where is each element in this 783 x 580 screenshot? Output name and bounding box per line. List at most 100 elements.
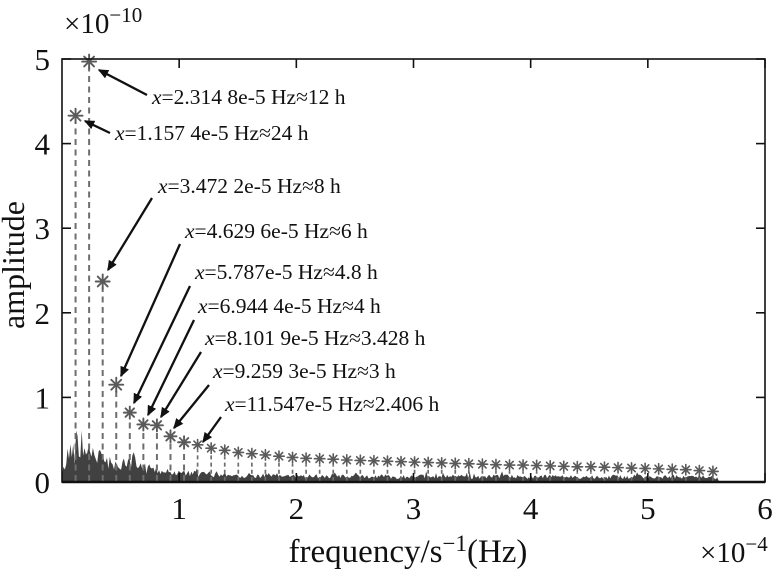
marker-ray [464,459,474,469]
y-axis-title: amplitude [0,201,31,329]
y-exponent-label: ×10−10 [64,3,142,40]
marker-ray [301,453,311,463]
peak-marker [598,461,611,474]
annotation-arrow [132,285,192,405]
annotation-label: x=5.787e-5 Hz≈4.8 h [194,260,378,284]
peak-marker [300,452,313,465]
annotation-arrow [119,243,182,378]
x-tick-label: 3 [406,491,422,526]
peak-marker [381,455,394,468]
marker-ray [382,456,392,466]
peak-marker [191,438,204,451]
marker-ray [423,458,433,468]
x-axis-title: frequency/s−1(Hz) [289,531,528,570]
peak-marker [639,462,652,475]
peak-marker [652,462,665,475]
peak-marker [530,459,543,472]
y-tick-label: 1 [35,380,51,415]
peak-marker [340,454,353,467]
annotation-arrow [107,197,153,272]
marker-ray [355,455,365,465]
peak-marker [706,465,719,478]
annotation-arrow [160,351,202,419]
x-tick-label: 2 [289,491,305,526]
marker-ray [69,109,82,122]
marker-ray [694,466,704,476]
peak-marker [327,453,340,466]
peak-marker [272,450,285,463]
marker-ray [708,466,718,476]
marker-ray [288,452,298,462]
peak-marker [449,457,462,470]
peak-marker [232,446,245,459]
axis-ticks [62,58,766,483]
annotation-label: x=2.314 8e-5 Hz≈12 h [151,85,346,109]
peak-marker [177,435,191,450]
peak-marker [245,447,258,460]
marker-ray [328,454,338,464]
x-tick-label: 6 [757,491,773,526]
y-tick-label: 3 [35,211,51,246]
peak-marker [205,442,218,455]
peak-marker [462,457,475,470]
x-tick-label: 5 [640,491,656,526]
peak-marker [584,460,597,473]
marker-ray [151,420,163,431]
marker-ray [450,458,460,468]
peak-marker [81,53,98,70]
peak-marker [422,456,435,469]
annotation-label: x=1.157 4e-5 Hz≈24 h [114,121,309,145]
annotation-label: x=3.472 2e-5 Hz≈8 h [157,174,341,198]
marker-ray [410,457,420,467]
stem-series [67,53,719,481]
marker-ray [206,443,216,453]
marker-ray [274,451,284,461]
marker-ray [342,455,352,465]
peak-marker [94,273,111,290]
x-tick-label: 4 [523,491,539,526]
marker-ray [559,461,569,471]
marker-ray [124,407,135,418]
annotation-arrow [202,416,222,444]
peak-marker [571,460,584,473]
marker-ray [193,440,203,450]
marker-ray [491,460,501,470]
annotation-label: x=11.547e-5 Hz≈2.406 h [224,392,439,416]
marker-ray [437,458,447,468]
marker-ray [586,462,596,472]
marker-ray [505,460,514,470]
peak-marker [136,417,151,432]
marker-ray [681,465,691,475]
marker-ray [396,457,406,467]
annotation-label: x=6.944 4e-5 Hz≈4 h [197,294,381,318]
marker-ray [572,462,582,472]
marker-ray [178,437,190,448]
noise-floor [62,430,721,482]
annotation-arrow [97,68,148,97]
marker-ray [369,456,379,466]
marker-ray [532,461,542,470]
annotation-arrow [173,384,210,430]
peak-marker [611,461,624,474]
peak-marker [395,455,408,468]
peak-marker [218,444,231,457]
marker-ray [96,275,109,288]
marker-ray [599,462,609,472]
marker-ray [518,460,528,470]
marker-ray [315,454,325,464]
peak-marker [286,451,299,464]
peak-marker [557,460,570,473]
peak-marker [163,429,178,444]
peak-marker [67,107,84,124]
peak-marker [625,462,638,475]
marker-ray [165,431,176,442]
annotation-label: x=4.629 6e-5 Hz≈6 h [184,219,368,243]
peak-marker [666,463,679,476]
peak-marker [517,459,530,472]
peak-marker [259,448,272,461]
y-tick-label: 0 [35,465,51,500]
marker-ray [640,463,650,473]
peak-marker [503,459,516,472]
peak-marker [354,454,367,467]
